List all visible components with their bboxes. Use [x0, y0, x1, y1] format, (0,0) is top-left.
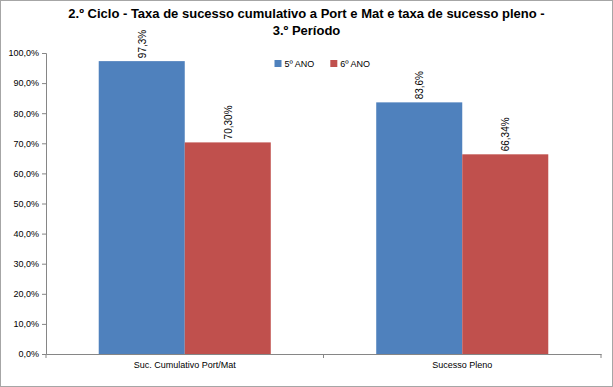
tick-label: 60,0% — [13, 169, 39, 179]
legend-item: 6º ANO — [330, 59, 370, 69]
tick: 30,0% — [13, 259, 46, 269]
plot: 97,3% 83,6% 70,30% 66,34% 0,0% 10,0% 20,0% 30,0… — [8, 30, 601, 370]
bar — [99, 61, 185, 354]
legend: 5º ANO 6º ANO — [275, 59, 371, 69]
tick-mark — [42, 143, 46, 144]
bar — [185, 142, 271, 354]
tick: 50,0% — [13, 199, 46, 209]
legend-label: 5º ANO — [285, 59, 315, 69]
tick: 0,0% — [18, 349, 46, 359]
tick: 80,0% — [13, 109, 46, 119]
tick: 60,0% — [13, 169, 46, 179]
bars — [99, 61, 549, 354]
tick-label: 70,0% — [13, 139, 39, 149]
legend-swatch — [275, 60, 282, 67]
tick: 10,0% — [13, 319, 46, 329]
tick-mark — [42, 83, 46, 84]
tick-mark — [42, 294, 46, 295]
tick-label: 90,0% — [13, 78, 39, 88]
tick-label: Suc. Cumulativo Port/Mat — [134, 360, 237, 370]
data-label: 83,6% — [414, 71, 425, 99]
tick-mark — [42, 264, 46, 265]
tick-mark — [42, 324, 46, 325]
tick-label: 30,0% — [13, 259, 39, 269]
bar — [376, 102, 462, 354]
tick-mark — [42, 53, 46, 54]
tick: 40,0% — [13, 229, 46, 239]
bar — [462, 154, 548, 354]
data-label: 97,3% — [137, 30, 148, 58]
y-axis: 0,0% 10,0% 20,0% 30,0% 40,0% 50,0% 60,0% 70,0% 8… — [8, 48, 46, 359]
legend-swatch — [330, 60, 337, 67]
tick-label: 50,0% — [13, 199, 39, 209]
tick-mark — [42, 234, 46, 235]
legend-item: 5º ANO — [275, 59, 315, 69]
data-label: 70,30% — [223, 105, 234, 139]
tick: 20,0% — [13, 289, 46, 299]
axis-line — [42, 54, 47, 355]
category-separator — [323, 354, 324, 358]
tick-label: 40,0% — [13, 229, 39, 239]
tick: 90,0% — [13, 78, 46, 88]
tick-mark — [42, 204, 46, 205]
tick-label: 0,0% — [18, 349, 39, 359]
tick-mark — [42, 113, 46, 114]
tick-label: 20,0% — [13, 289, 39, 299]
tick-label: 10,0% — [13, 319, 39, 329]
data-label: 66,34% — [500, 117, 511, 151]
chart: 2.º Ciclo - Taxa de sucesso cumulativo a… — [0, 0, 613, 387]
data-labels: 97,3% 83,6% 70,30% 66,34% — [137, 30, 512, 152]
tick-mark — [42, 173, 46, 174]
tick: 100,0% — [8, 48, 46, 58]
tick-label: 80,0% — [13, 109, 39, 119]
tick-mark — [42, 354, 46, 355]
tick-label: Sucesso Pleno — [432, 360, 492, 370]
tick-label: 100,0% — [8, 48, 39, 58]
category-separator — [46, 354, 47, 358]
tick: 70,0% — [13, 139, 46, 149]
frame — [1, 1, 613, 387]
legend-label: 6º ANO — [340, 59, 370, 69]
x-axis: Suc. Cumulativo Port/Mat Sucesso Pleno — [47, 354, 602, 370]
tick: Sucesso Pleno — [432, 354, 492, 370]
category-separator — [601, 354, 602, 358]
tick: Suc. Cumulativo Port/Mat — [134, 354, 237, 370]
